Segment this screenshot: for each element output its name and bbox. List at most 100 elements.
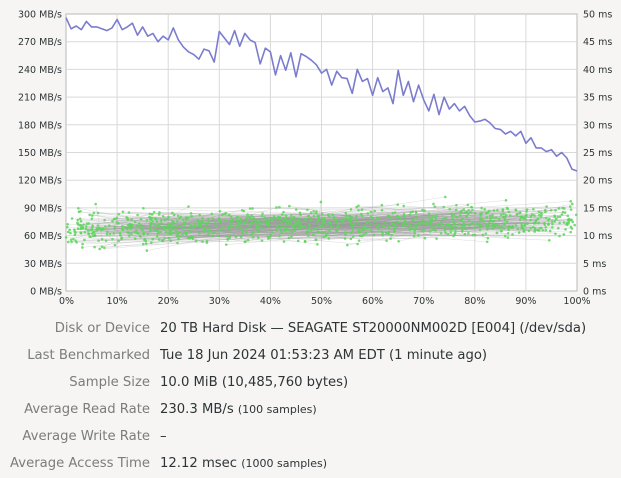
access-time-point [451, 225, 455, 229]
access-time-point [192, 225, 195, 228]
access-time-point [391, 211, 395, 215]
access-time-point [564, 228, 567, 231]
access-time-point [418, 222, 422, 226]
access-time-point [307, 234, 310, 237]
access-time-point [516, 212, 519, 216]
access-time-point [298, 227, 301, 231]
access-time-point [479, 217, 482, 220]
access-time-point [451, 217, 454, 221]
access-time-point [87, 222, 91, 225]
access-time-point [309, 216, 313, 220]
access-time-link [146, 204, 382, 251]
access-time-point [494, 216, 498, 219]
access-time-link [435, 218, 488, 239]
access-time-point [543, 223, 547, 227]
access-time-point [480, 206, 483, 210]
access-time-point [298, 211, 302, 215]
access-time-point [429, 224, 433, 227]
info-value: – [160, 429, 167, 444]
access-time-point [113, 225, 117, 229]
left-axis-ticks: 0 MB/s 30 MB/s 60 MB/s 90 MB/s 120 MB/s 150 M… [18, 10, 62, 298]
access-time-point [558, 234, 561, 238]
access-time-point [384, 231, 388, 235]
access-time-point [121, 210, 125, 214]
info-row-sample-size: Sample Size 10.0 MiB (10,485,760 bytes) [0, 369, 621, 396]
access-time-point [84, 225, 88, 228]
access-time-points [64, 195, 578, 252]
access-time-point [239, 226, 243, 229]
access-time-point [380, 208, 384, 212]
access-time-point [372, 233, 376, 237]
access-time-point [228, 230, 231, 233]
access-time-point [376, 223, 380, 227]
access-time-point [103, 218, 106, 222]
access-time-point [570, 218, 573, 222]
access-time-point [172, 213, 176, 217]
access-time-link [129, 218, 324, 236]
access-time-point [369, 222, 372, 226]
access-time-point [289, 218, 292, 221]
access-time-point [72, 237, 75, 241]
access-time-point [423, 209, 426, 212]
access-time-link [189, 226, 463, 228]
access-time-point [551, 226, 554, 229]
access-time-point [213, 221, 217, 225]
access-time-point [324, 234, 328, 237]
access-time-point [290, 235, 293, 238]
access-time-point [568, 205, 572, 208]
access-time-point [235, 218, 239, 222]
access-time-link [97, 226, 482, 230]
access-time-link [228, 226, 452, 228]
access-time-link [250, 208, 423, 211]
access-time-point [478, 228, 482, 232]
access-time-point [520, 215, 523, 218]
access-time-point [454, 208, 458, 212]
access-time-point [569, 200, 573, 203]
access-time-point [265, 218, 269, 222]
access-time-point [518, 218, 522, 221]
x-tick-label: 0% [59, 296, 74, 305]
access-time-link [284, 216, 351, 221]
access-time-point [142, 206, 145, 210]
access-time-point [176, 214, 180, 218]
access-time-point [366, 212, 370, 215]
access-time-point [76, 218, 80, 222]
access-time-point [342, 217, 346, 221]
access-time-point [344, 233, 347, 237]
access-time-point [421, 208, 424, 212]
access-time-link [121, 224, 406, 238]
access-time-point [201, 216, 204, 220]
access-time-point [284, 226, 287, 229]
access-time-point [103, 246, 106, 250]
access-time-point [525, 210, 528, 213]
access-time-point [534, 219, 538, 223]
access-time-point [272, 215, 276, 218]
access-time-point [211, 217, 215, 220]
access-time-point [187, 205, 190, 208]
access-time-point [96, 224, 100, 227]
access-time-point [238, 221, 242, 225]
access-time-point [175, 234, 179, 238]
access-time-point [264, 223, 268, 227]
access-time-point [354, 218, 358, 221]
access-time-point [353, 222, 356, 226]
access-time-link [142, 223, 232, 230]
access-time-point [544, 225, 548, 229]
access-time-point [312, 214, 316, 218]
access-time-point [431, 228, 435, 231]
access-time-point [84, 227, 88, 231]
access-time-point [94, 202, 97, 206]
access-time-link [171, 221, 248, 227]
access-time-point [366, 226, 370, 230]
access-time-point [485, 240, 489, 244]
access-time-point [548, 217, 551, 221]
access-time-point [331, 213, 334, 217]
x-tick-label: 50% [311, 296, 332, 305]
access-time-point [432, 202, 435, 206]
access-time-point [544, 228, 548, 232]
access-time-point [227, 226, 230, 229]
access-time-link [402, 223, 437, 239]
access-time-point [396, 203, 400, 206]
access-time-link [272, 206, 472, 233]
access-time-point [170, 226, 173, 229]
